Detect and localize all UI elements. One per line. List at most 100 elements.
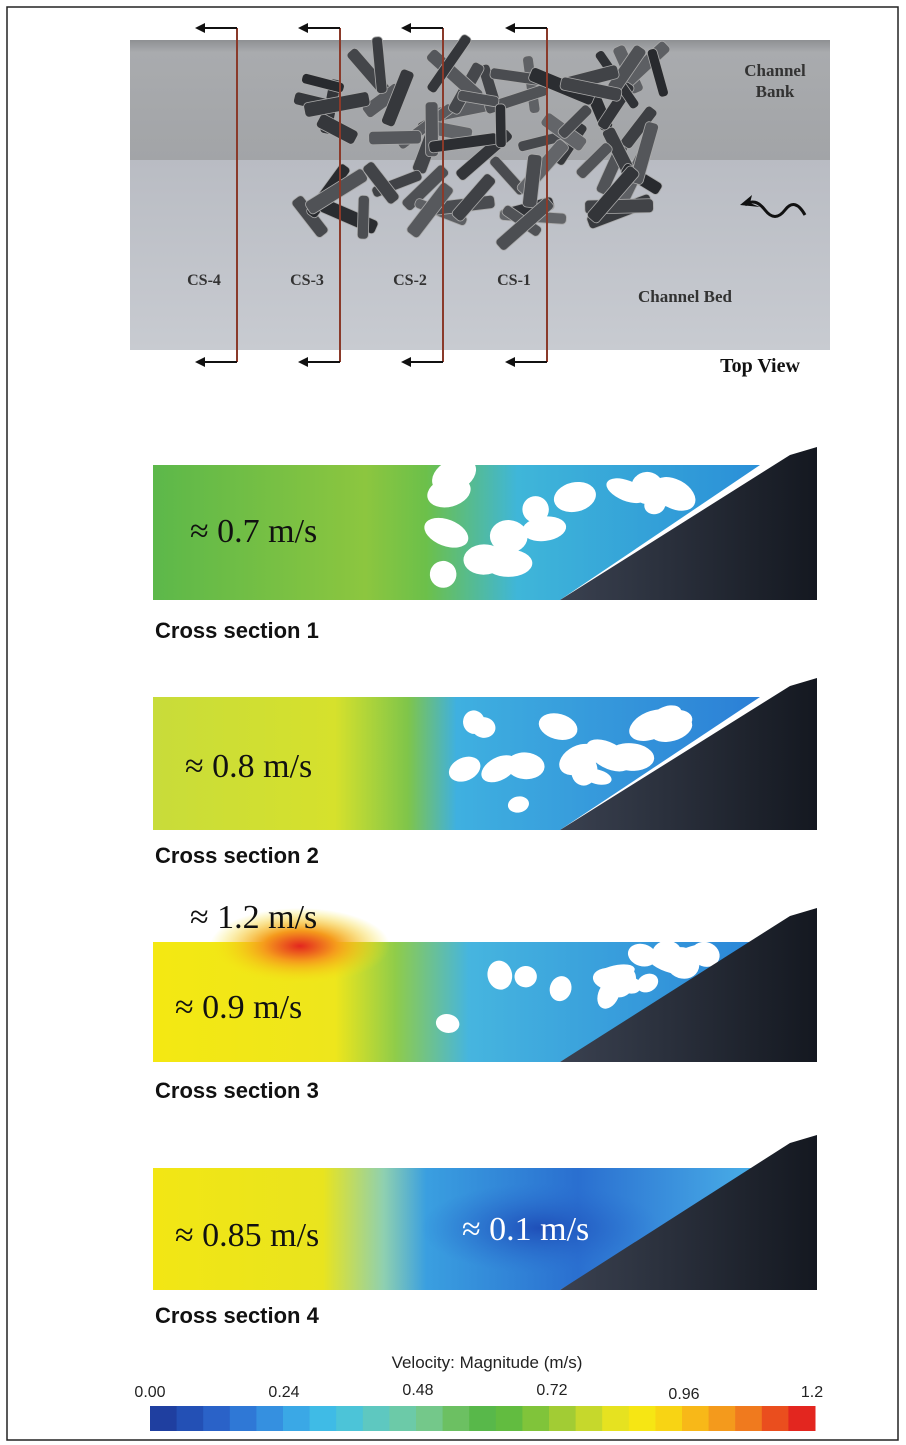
log xyxy=(559,76,623,102)
colorbar-step xyxy=(229,1406,257,1431)
frame xyxy=(6,6,899,1441)
bank-wall xyxy=(560,1135,817,1290)
log-cut xyxy=(553,481,596,513)
colorbar-step xyxy=(708,1406,736,1431)
section-title: Cross section 4 xyxy=(155,1303,320,1328)
cross-section: Cross section 3 ≈ 1.2 m/s ≈ 0.9 m/s xyxy=(153,899,817,1103)
log-cut xyxy=(650,715,693,742)
section-label: CS-4 xyxy=(187,272,221,289)
low-velocity xyxy=(420,1183,660,1273)
bank-wall xyxy=(560,447,817,600)
log-cut xyxy=(522,516,567,542)
cross-section: Cross section 4 ≈ 0.85 m/s ≈ 0.1 m/s xyxy=(153,1135,817,1328)
colorbar-step xyxy=(176,1406,204,1431)
log xyxy=(368,130,422,146)
flow-arrow xyxy=(744,200,807,218)
velocity-annotation: ≈ 0.85 m/s xyxy=(175,1217,319,1254)
bank-wall xyxy=(560,678,817,830)
colorbar-step xyxy=(655,1406,683,1431)
log-cut xyxy=(538,713,578,740)
colorbar-step xyxy=(336,1406,364,1431)
log-cut xyxy=(522,496,549,523)
velocity-annotation: ≈ 0.9 m/s xyxy=(175,989,302,1026)
log xyxy=(451,173,496,222)
colorbar-step xyxy=(628,1406,656,1431)
log xyxy=(557,104,593,139)
bank-wall xyxy=(560,908,817,1062)
colorbar-tick-label: 0.96 xyxy=(668,1386,699,1403)
log xyxy=(494,103,507,149)
log-cut xyxy=(506,752,545,780)
log-cut xyxy=(691,941,720,967)
log-cut xyxy=(660,481,687,507)
log xyxy=(426,34,472,94)
colorbar-tick-label: 0.48 xyxy=(402,1382,433,1399)
log-cut xyxy=(424,517,469,548)
colorbar-tick-label: 0.00 xyxy=(134,1384,165,1401)
bank-label: Bank xyxy=(756,82,795,101)
log xyxy=(457,90,500,108)
colorbar-step xyxy=(442,1406,470,1431)
view-label: Top View xyxy=(720,355,800,377)
log xyxy=(587,165,640,224)
log-cut xyxy=(665,947,700,979)
velocity-annotation: ≈ 1.2 m/s xyxy=(190,899,317,936)
log xyxy=(522,153,543,209)
log-cut xyxy=(427,477,471,508)
log-cut xyxy=(448,756,481,782)
cross-section: Cross section 1 ≈ 0.7 m/s xyxy=(153,447,817,643)
log-cut xyxy=(514,965,537,988)
log-cut xyxy=(607,743,655,771)
log-cut xyxy=(582,768,612,785)
colorbar-step xyxy=(283,1406,311,1431)
high-velocity xyxy=(210,908,390,984)
section-title: Cross section 2 xyxy=(155,843,319,868)
colorbar-step xyxy=(761,1406,789,1431)
log-cut xyxy=(549,976,572,1002)
log-cut xyxy=(644,495,666,515)
velocity-annotation: ≈ 0.8 m/s xyxy=(185,748,312,785)
log xyxy=(406,182,454,239)
section-title: Cross section 3 xyxy=(155,1078,319,1103)
log-cut xyxy=(435,1013,460,1033)
colorbar-step xyxy=(682,1406,710,1431)
colorbar-title: Velocity: Magnitude (m/s) xyxy=(392,1353,583,1372)
log xyxy=(356,194,370,240)
log-cut xyxy=(489,520,528,553)
log xyxy=(495,197,554,251)
log-cut xyxy=(463,710,485,734)
log xyxy=(301,73,345,94)
log-cut xyxy=(481,755,517,783)
colorbar-step xyxy=(549,1406,577,1431)
colorbar-step xyxy=(575,1406,603,1431)
colorbar-tick-label: 0.72 xyxy=(536,1382,567,1399)
colorbar-step xyxy=(203,1406,231,1431)
top-view xyxy=(130,34,830,350)
log xyxy=(362,161,400,205)
colorbar-step xyxy=(495,1406,523,1431)
section-label: CS-2 xyxy=(393,272,427,289)
log-cut xyxy=(636,973,659,993)
velocity-annotation: ≈ 0.7 m/s xyxy=(190,513,317,550)
log xyxy=(646,48,669,98)
log xyxy=(575,142,613,179)
log xyxy=(371,36,388,94)
log xyxy=(381,68,415,128)
log xyxy=(629,121,659,185)
colorbar-step xyxy=(788,1406,816,1431)
log-cut xyxy=(429,560,457,588)
colorbar-step xyxy=(416,1406,444,1431)
section-label: CS-3 xyxy=(290,272,324,289)
bed-label: Channel Bed xyxy=(638,287,733,306)
log-cut xyxy=(507,796,529,813)
bank-label: Channel xyxy=(744,61,806,80)
colorbar-step xyxy=(256,1406,284,1431)
colorbar-step xyxy=(602,1406,630,1431)
cross-section: Cross section 2 ≈ 0.8 m/s xyxy=(153,678,817,868)
velocity-annotation: ≈ 0.1 m/s xyxy=(462,1211,589,1248)
colorbar-step xyxy=(309,1406,337,1431)
colorbar-step xyxy=(362,1406,390,1431)
log xyxy=(401,164,449,211)
log-cut xyxy=(559,743,599,776)
